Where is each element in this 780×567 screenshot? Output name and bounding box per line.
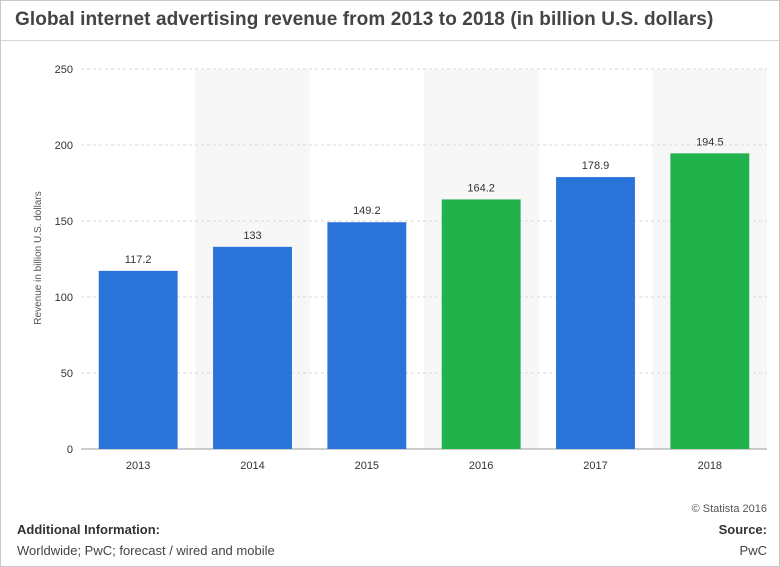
bar-2017[interactable] [556, 177, 635, 449]
additional-info-heading: Additional Information: [17, 522, 160, 537]
y-tick-label: 100 [55, 292, 73, 304]
source-heading: Source: [718, 522, 767, 537]
bar-2014[interactable] [213, 246, 292, 449]
y-tick-label: 250 [55, 64, 73, 76]
data-label-2016: 164.2 [467, 182, 495, 194]
title-divider [1, 40, 779, 41]
y-tick-label: 50 [61, 368, 73, 380]
chart-title: Global internet advertising revenue from… [15, 9, 714, 30]
bars [98, 153, 750, 450]
x-tick-label-2016: 2016 [469, 460, 493, 472]
bar-chart: 117.2 133 149.2 164.2 178.9 194.5 0 50 100 150 20… [33, 64, 767, 472]
bar-2016[interactable] [441, 199, 521, 449]
y-axis-label: Revenue in billion U.S. dollars [33, 191, 44, 324]
y-axis-ticks: 0 50 100 150 200 250 [55, 64, 73, 456]
x-tick-label-2017: 2017 [583, 460, 607, 472]
data-label-2018: 194.5 [696, 136, 724, 148]
statista-credit[interactable]: © Statista 2016 [691, 503, 767, 515]
bar-2015[interactable] [327, 222, 407, 449]
x-tick-label-2018: 2018 [698, 460, 722, 472]
data-label-2014: 133 [243, 230, 261, 242]
additional-info-text: Worldwide; PwC; forecast / wired and mob… [17, 543, 275, 558]
bar-2013[interactable] [98, 270, 178, 449]
source-text: PwC [739, 543, 767, 558]
data-label-2013: 117.2 [125, 254, 152, 266]
data-label-2017: 178.9 [582, 160, 610, 172]
y-tick-label: 200 [55, 140, 73, 152]
x-tick-label-2014: 2014 [240, 460, 264, 472]
gridlines [81, 68, 767, 450]
value-labels: 117.2 133 149.2 164.2 178.9 194.5 [125, 136, 724, 265]
x-tick-label-2013: 2013 [126, 460, 150, 472]
bar-2018[interactable] [670, 153, 750, 450]
y-tick-label: 0 [67, 444, 73, 456]
x-tick-label-2015: 2015 [355, 460, 379, 472]
y-tick-label: 150 [55, 216, 73, 228]
data-label-2015: 149.2 [353, 205, 381, 217]
x-axis-ticks: 2013 2014 2015 2016 2017 2018 [126, 460, 722, 472]
